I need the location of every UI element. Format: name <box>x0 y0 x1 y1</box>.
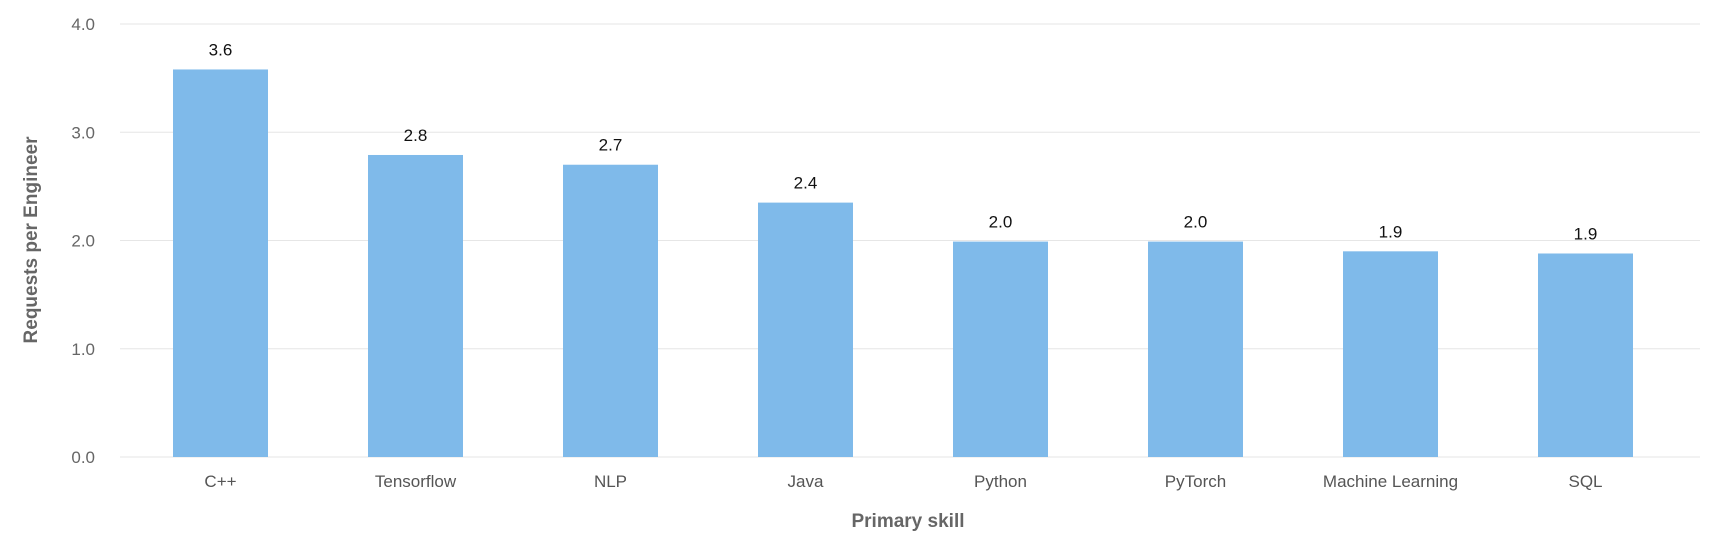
y-tick-label: 0.0 <box>71 448 95 467</box>
bar-value-label: 2.8 <box>404 126 428 145</box>
x-tick-label: Machine Learning <box>1323 472 1458 491</box>
gridlines <box>120 23 1700 458</box>
bar <box>1538 253 1633 457</box>
y-tick-label: 2.0 <box>71 232 95 251</box>
data-labels: 3.6 2.8 2.7 2.4 2.0 2.0 1.9 1.9 <box>209 40 1598 243</box>
bar <box>953 241 1048 457</box>
x-tick-label: SQL <box>1568 472 1602 491</box>
bar-value-label: 1.9 <box>1574 224 1598 243</box>
bar <box>563 164 658 457</box>
y-tick-label: 4.0 <box>71 15 95 34</box>
x-tick-label: C++ <box>204 472 236 491</box>
bar-value-label: 3.6 <box>209 40 233 59</box>
bar-value-label: 1.9 <box>1379 222 1403 241</box>
x-axis-ticks: C++ Tensorflow NLP Java Python PyTorch Machine… <box>204 472 1602 491</box>
x-axis-title: Primary skill <box>851 511 964 532</box>
x-tick-label: Python <box>974 472 1027 491</box>
x-tick-label: Tensorflow <box>375 472 457 491</box>
bars <box>173 69 1633 458</box>
bar <box>1148 241 1243 457</box>
bar <box>173 69 268 457</box>
y-tick-label: 1.0 <box>71 340 95 359</box>
bar <box>368 154 463 458</box>
x-tick-label: Java <box>788 472 824 491</box>
y-axis-ticks: 0.0 1.0 2.0 3.0 4.0 <box>71 15 95 467</box>
bar-value-label: 2.4 <box>794 174 818 193</box>
y-tick-label: 3.0 <box>71 123 95 142</box>
bar-value-label: 2.0 <box>989 213 1013 232</box>
x-tick-label: PyTorch <box>1165 472 1226 491</box>
y-axis-title: Requests per Engineer <box>21 136 42 344</box>
bar <box>1343 251 1438 457</box>
bar-value-label: 2.0 <box>1184 213 1208 232</box>
bar-value-label: 2.7 <box>599 136 623 155</box>
bar <box>758 202 853 457</box>
x-tick-label: NLP <box>594 472 627 491</box>
